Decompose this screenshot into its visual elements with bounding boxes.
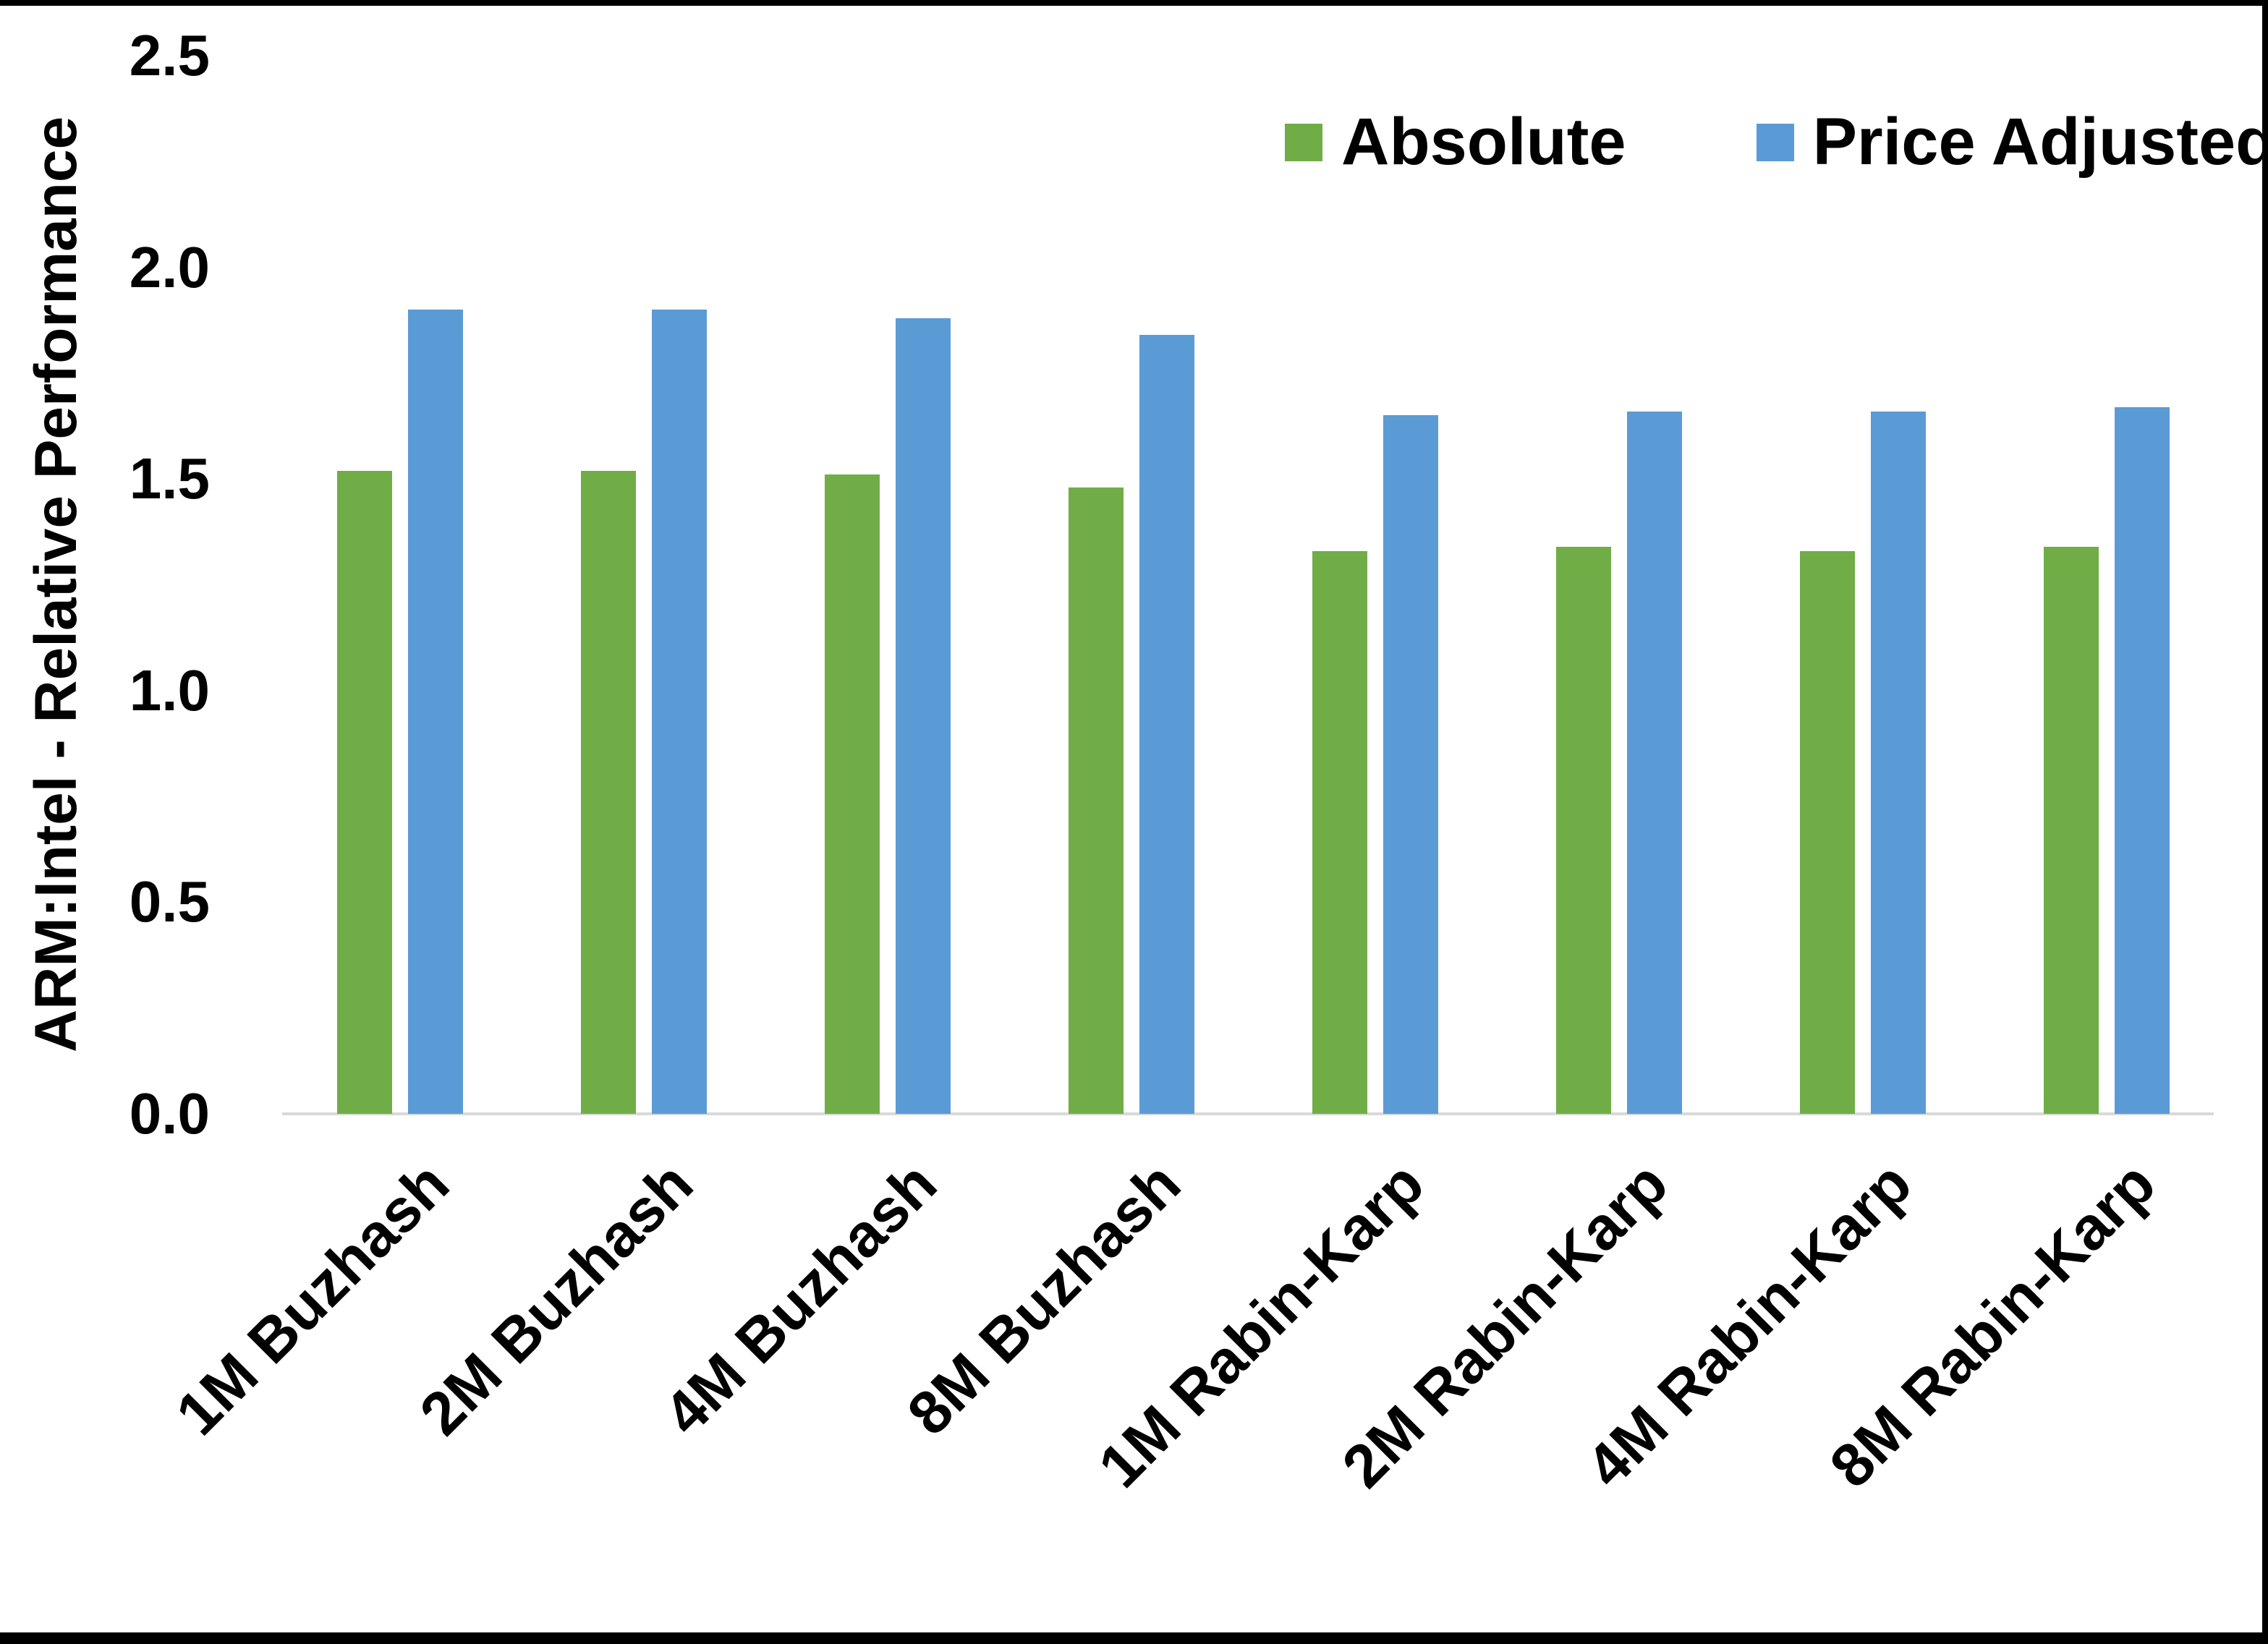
legend: Absolute Price Adjusted (1285, 105, 2268, 179)
bar-absolute-1 (581, 470, 636, 1114)
y-tick-label: 2.5 (129, 23, 210, 88)
y-tick-label: 0.5 (129, 869, 210, 934)
bar-price-adjusted-6 (1871, 411, 1926, 1114)
plot-area (282, 56, 2214, 1115)
x-axis-line (282, 1112, 2214, 1115)
legend-item-price-adjusted: Price Adjusted (1756, 105, 2268, 179)
legend-label: Price Adjusted (1812, 105, 2268, 179)
legend-key-icon (1756, 123, 1794, 161)
frame-border-top (0, 0, 2268, 6)
bar-price-adjusted-7 (2115, 406, 2170, 1114)
legend-label: Absolute (1341, 105, 1626, 179)
bar-price-adjusted-1 (652, 310, 707, 1114)
frame-border-right (2262, 0, 2268, 1644)
bar-price-adjusted-4 (1383, 415, 1438, 1114)
bar-absolute-2 (825, 474, 880, 1114)
bar-absolute-3 (1069, 487, 1124, 1114)
bar-price-adjusted-2 (896, 318, 951, 1114)
bar-price-adjusted-5 (1627, 411, 1682, 1114)
bar-absolute-7 (2044, 546, 2099, 1114)
y-tick-label: 0.0 (129, 1081, 210, 1146)
legend-item-absolute: Absolute (1285, 105, 1626, 179)
y-tick-label: 2.0 (129, 234, 210, 299)
y-tick-label: 1.0 (129, 657, 210, 723)
frame-border-bottom (0, 1632, 2268, 1644)
bar-price-adjusted-3 (1139, 335, 1194, 1114)
y-tick-label: 1.5 (129, 446, 210, 511)
legend-key-icon (1285, 123, 1322, 161)
bar-absolute-5 (1556, 546, 1611, 1114)
bar-absolute-4 (1312, 550, 1367, 1114)
bar-absolute-0 (337, 470, 392, 1114)
bar-absolute-6 (1800, 550, 1855, 1114)
bar-price-adjusted-0 (408, 310, 463, 1114)
